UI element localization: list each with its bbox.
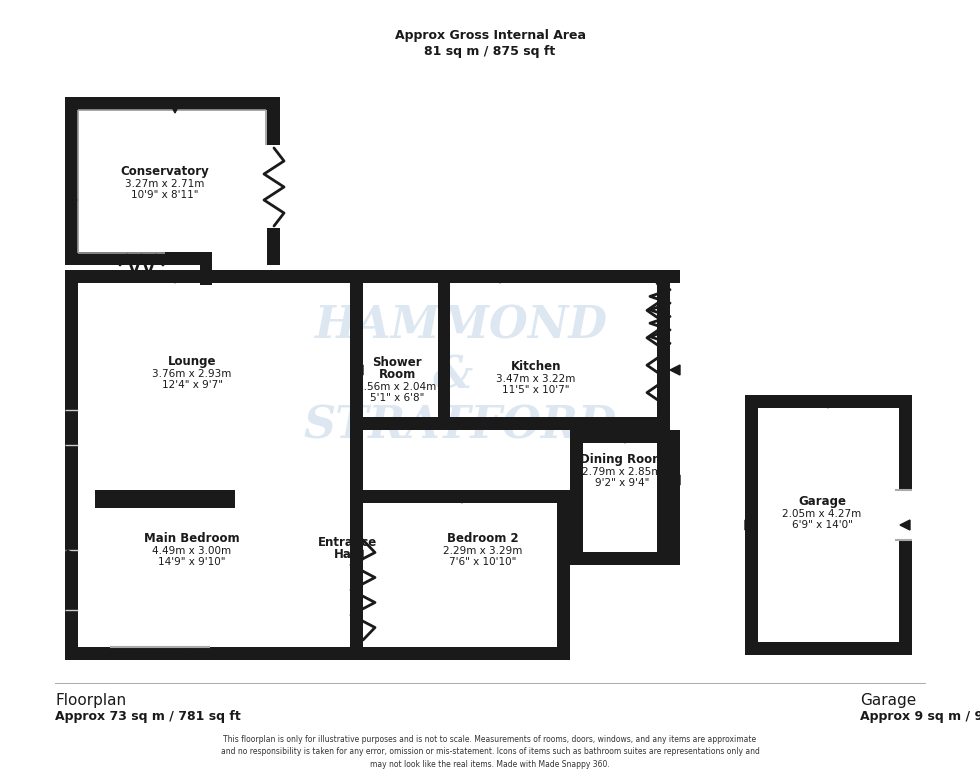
Bar [899, 395, 912, 655]
Text: Shower: Shower [372, 356, 421, 370]
Text: 3.47m x 3.22m: 3.47m x 3.22m [496, 374, 575, 384]
Text: Approx 9 sq m / 94 sq ft: Approx 9 sq m / 94 sq ft [860, 710, 980, 723]
Bar [65, 647, 350, 660]
Text: 12'4" x 9'7": 12'4" x 9'7" [162, 380, 222, 390]
Bar [65, 252, 165, 265]
Bar [745, 395, 912, 408]
Bar [350, 647, 570, 660]
Polygon shape [67, 550, 77, 560]
Text: 7'6" x 10'10": 7'6" x 10'10" [449, 557, 516, 567]
Bar [100, 647, 220, 660]
Bar [65, 270, 78, 660]
Bar [267, 228, 280, 265]
Text: 3.76m x 2.93m: 3.76m x 2.93m [152, 369, 231, 379]
Polygon shape [457, 493, 467, 503]
Bar [65, 270, 680, 660]
Bar [745, 642, 912, 655]
Text: Garage: Garage [798, 496, 846, 508]
Bar [350, 490, 570, 503]
Text: 81 sq m / 875 sq ft: 81 sq m / 875 sq ft [424, 45, 556, 59]
Bar [745, 395, 912, 655]
Text: Kitchen: Kitchen [511, 360, 562, 373]
Polygon shape [268, 240, 278, 250]
Text: 6'9" x 14'0": 6'9" x 14'0" [792, 520, 853, 530]
Text: 2.79m x 2.85m: 2.79m x 2.85m [582, 467, 662, 477]
Bar [100, 647, 220, 660]
Polygon shape [900, 520, 910, 530]
Text: 14'9" x 9'10": 14'9" x 9'10" [158, 557, 225, 567]
Bar [350, 417, 450, 430]
Polygon shape [170, 273, 180, 283]
Text: Approx Gross Internal Area: Approx Gross Internal Area [395, 28, 585, 41]
Bar [745, 395, 758, 655]
Polygon shape [670, 365, 680, 375]
Bar [570, 430, 680, 443]
Text: 11'5" x 10'7": 11'5" x 10'7" [503, 385, 569, 395]
Text: 2.29m x 3.29m: 2.29m x 3.29m [443, 546, 522, 556]
Polygon shape [67, 195, 77, 205]
Bar [610, 270, 680, 283]
Text: Hall: Hall [334, 549, 360, 561]
Polygon shape [823, 398, 833, 408]
Bar [65, 97, 280, 265]
Bar [350, 270, 363, 660]
Text: 9'2" x 9'4": 9'2" x 9'4" [595, 478, 649, 488]
Text: 4.49m x 3.00m: 4.49m x 3.00m [153, 546, 231, 556]
Text: Floorplan: Floorplan [55, 693, 126, 708]
Bar [65, 97, 78, 265]
Polygon shape [353, 365, 363, 375]
Text: HAMMOND
& 
STRATFORD: HAMMOND & STRATFORD [304, 305, 617, 447]
Bar [657, 430, 680, 565]
Text: Room: Room [378, 369, 416, 381]
Polygon shape [620, 553, 630, 563]
Bar [65, 97, 280, 110]
Bar [267, 97, 280, 145]
Polygon shape [745, 520, 755, 530]
Text: Dining Room: Dining Room [580, 453, 664, 467]
Text: Garage: Garage [860, 693, 916, 708]
Text: Bedroom 2: Bedroom 2 [447, 532, 518, 546]
Polygon shape [180, 649, 190, 659]
Polygon shape [670, 475, 680, 485]
Bar [438, 270, 450, 430]
Polygon shape [67, 325, 77, 335]
Polygon shape [170, 103, 180, 113]
Text: 2.05m x 4.27m: 2.05m x 4.27m [782, 509, 861, 519]
Text: Approx 73 sq m / 781 sq ft: Approx 73 sq m / 781 sq ft [55, 710, 241, 723]
Bar [895, 490, 912, 540]
Text: This floorplan is only for illustrative purposes and is not to scale. Measuremen: This floorplan is only for illustrative … [220, 735, 760, 769]
Bar [65, 270, 680, 283]
Text: 3.27m x 2.71m: 3.27m x 2.71m [125, 179, 205, 189]
Bar [450, 417, 670, 430]
Bar [570, 552, 680, 565]
Bar [557, 490, 570, 660]
Text: 10'9" x 8'11": 10'9" x 8'11" [131, 190, 199, 200]
Bar [200, 252, 212, 285]
Bar [570, 430, 583, 565]
Bar [165, 252, 210, 265]
Text: Main Bedroom: Main Bedroom [144, 532, 240, 546]
Polygon shape [823, 644, 833, 654]
Bar [65, 400, 78, 455]
Bar [95, 490, 235, 508]
Bar [657, 270, 670, 430]
Text: Lounge: Lounge [168, 355, 217, 369]
Polygon shape [495, 273, 505, 283]
Text: 1.56m x 2.04m: 1.56m x 2.04m [358, 382, 437, 392]
Polygon shape [268, 123, 278, 133]
Text: Conservatory: Conservatory [121, 165, 210, 179]
Polygon shape [620, 433, 630, 443]
Text: 5'1" x 6'8": 5'1" x 6'8" [369, 393, 424, 403]
Polygon shape [353, 550, 363, 560]
Polygon shape [457, 649, 467, 659]
Text: Entrance: Entrance [318, 536, 376, 550]
